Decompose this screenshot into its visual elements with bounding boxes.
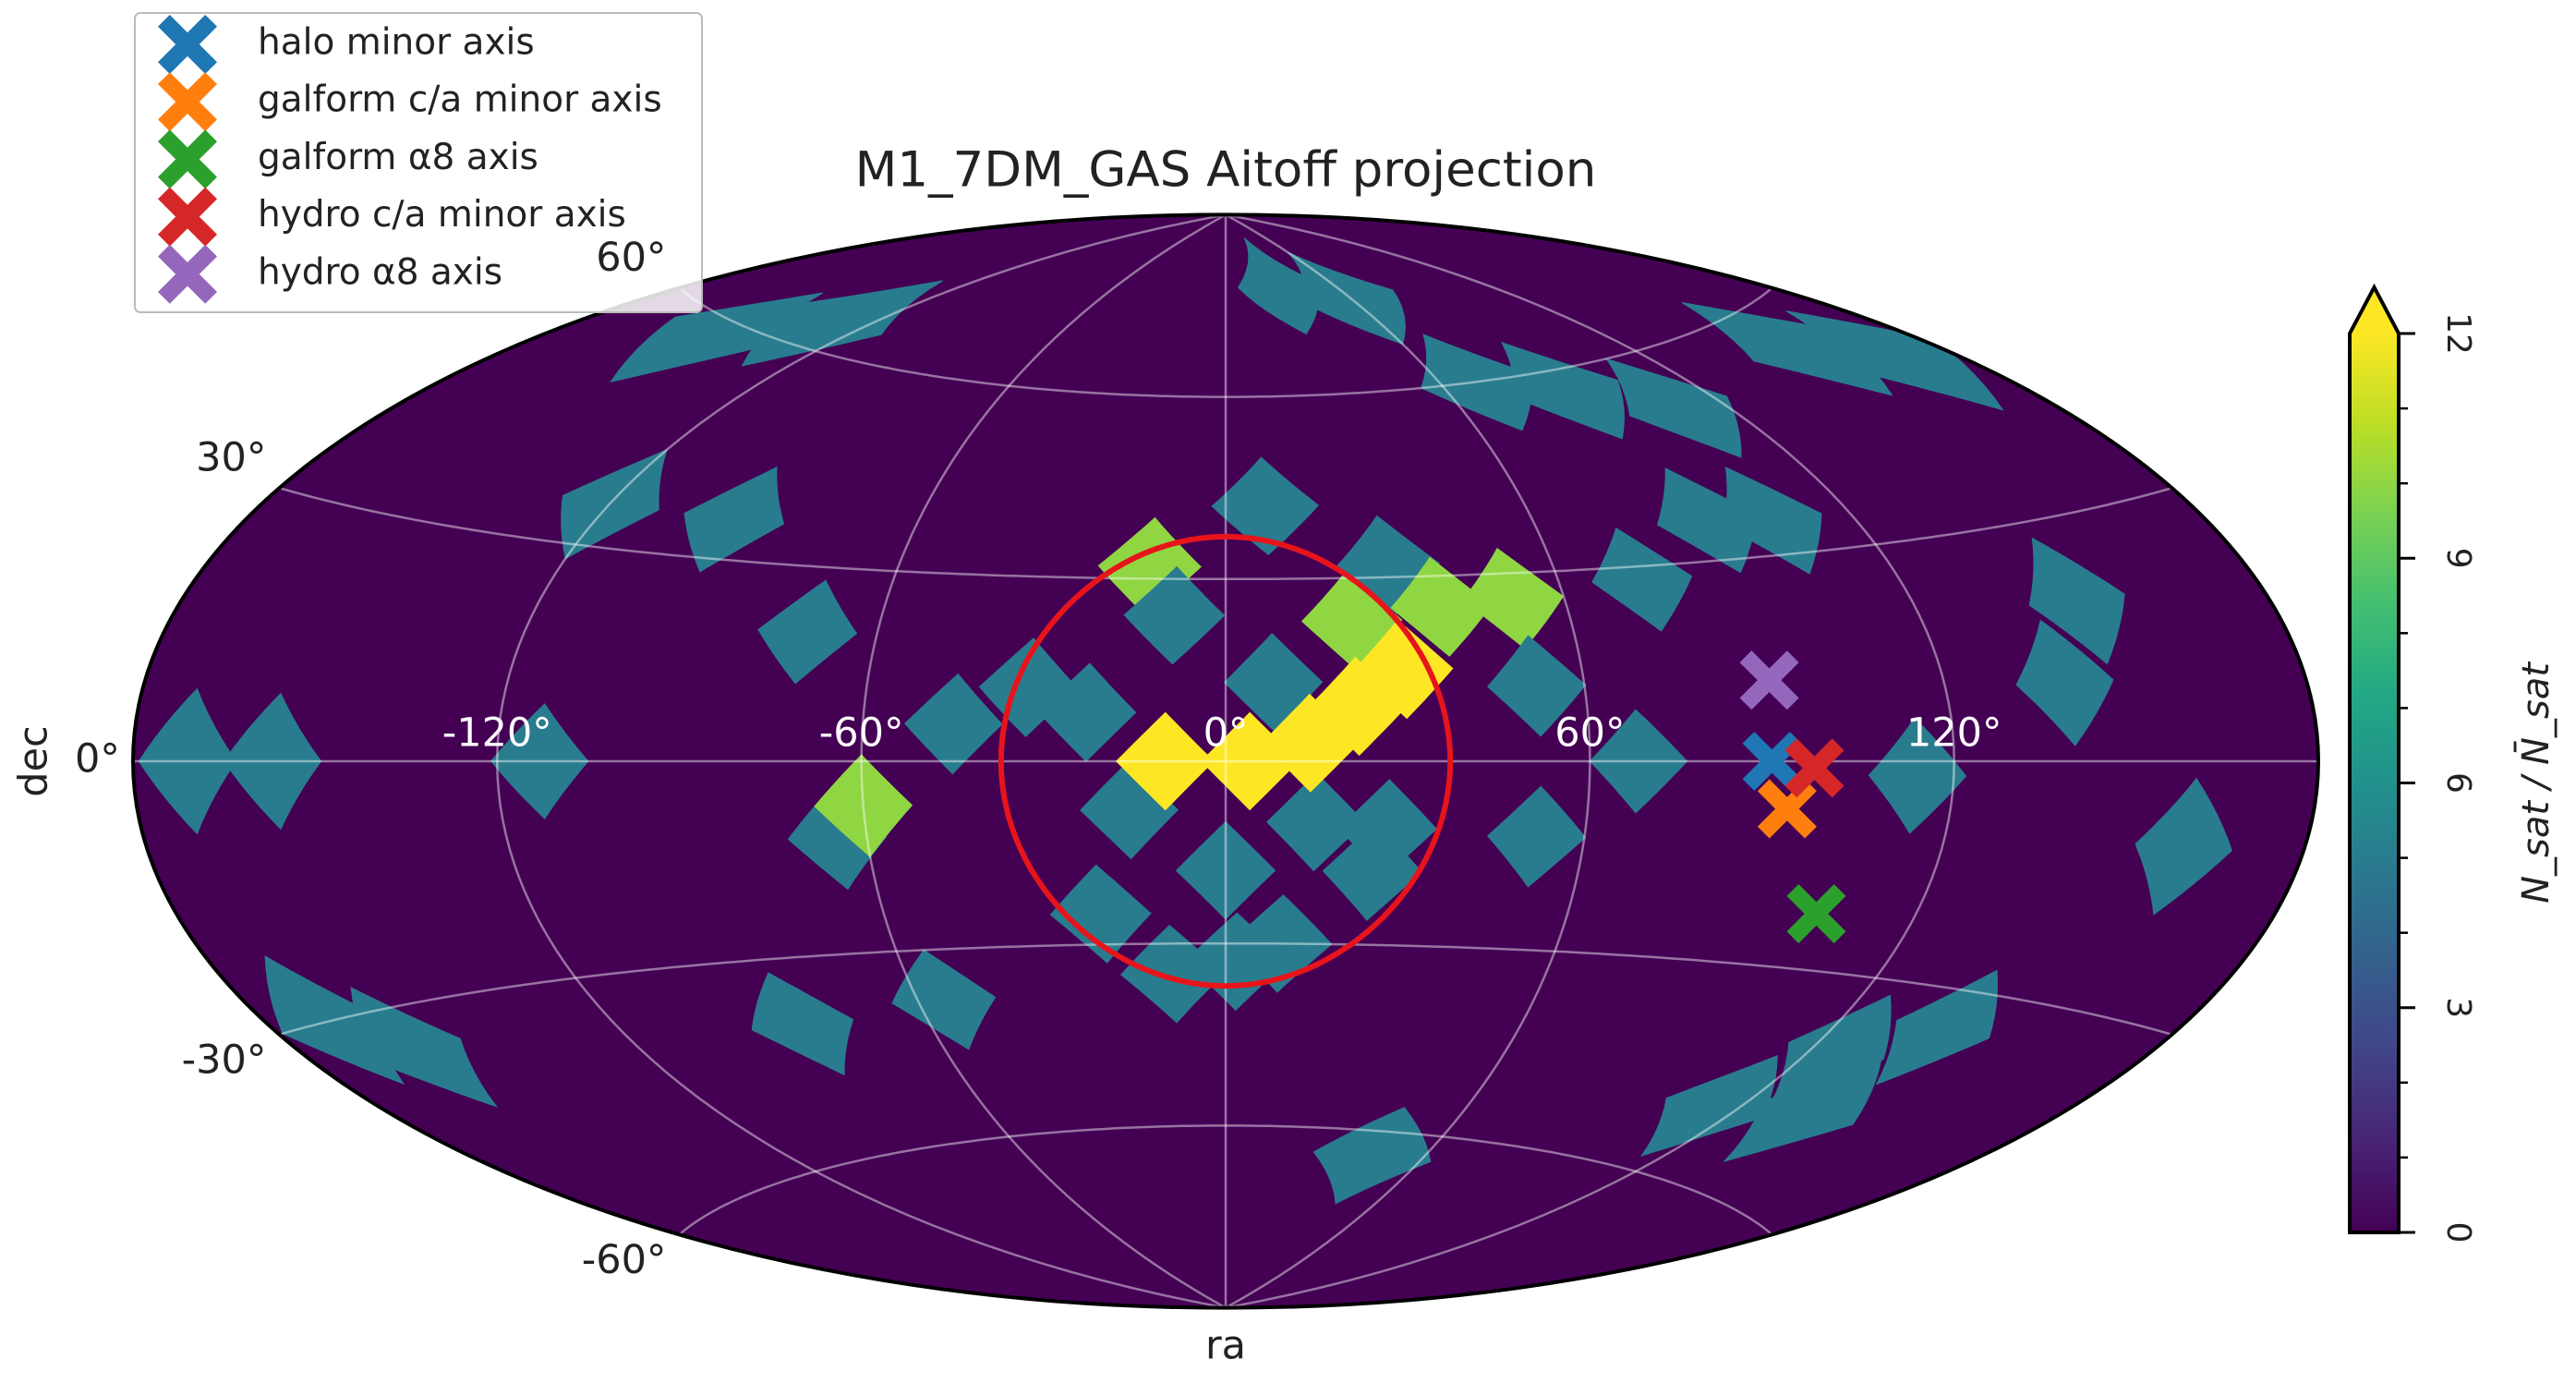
- sky-pixel: [814, 754, 913, 857]
- sky-pixel: [1288, 251, 1406, 346]
- legend-label: halo minor axis: [258, 22, 535, 64]
- x-tick-label: 0°: [1203, 710, 1249, 757]
- sky-pixel: [1265, 772, 1366, 872]
- sky-pixel: [2015, 619, 2114, 746]
- colorbar-tick-label: 9: [2439, 548, 2477, 569]
- meridian-grid-line: [496, 214, 1227, 1308]
- sky-pixel: [1785, 310, 2004, 411]
- mark-layer: [998, 533, 1846, 989]
- legend-marker: [158, 72, 217, 132]
- parallel-grid-line: [678, 1124, 1773, 1236]
- sky-outline: [131, 212, 2320, 1310]
- sky-pixel: [1723, 466, 1822, 575]
- sky-pixel: [1237, 237, 1320, 334]
- sky-pixel: [1337, 779, 1437, 879]
- sky-pixel: [757, 579, 858, 685]
- colorbar-tick-label: 0: [2439, 1222, 2477, 1243]
- sky-pixel: [490, 703, 589, 819]
- y-axis-label: dec: [11, 725, 57, 796]
- sky-pixel: [1228, 894, 1333, 993]
- sky-pixel: [1605, 358, 1742, 458]
- sky-pixel: [1589, 709, 1688, 814]
- colorbar-extension: [2350, 287, 2399, 334]
- y-tick-label: -30°: [182, 1037, 267, 1083]
- legend: halo minor axis galform c/a minor axis gal…: [134, 12, 703, 313]
- axis-marker: [1784, 738, 1844, 798]
- colorbar-tick-label: 3: [2439, 997, 2477, 1018]
- colorbar: 0 3 6 9 12 N_sat / N̄_sat: [2348, 283, 2558, 1243]
- colorbar-tick-label: 6: [2439, 772, 2477, 794]
- grid-layer: [133, 214, 2318, 1308]
- sky-pixel: [1591, 527, 1693, 632]
- sky-pixel: [904, 673, 1003, 775]
- axis-marker: [1739, 650, 1799, 710]
- legend-marker: [158, 129, 217, 189]
- sky-pixel: [1723, 1058, 1882, 1163]
- legend-label: galform c/a minor axis: [258, 79, 662, 121]
- sky-pixel: [1487, 635, 1587, 737]
- sky-pixel: [683, 466, 785, 573]
- colorbar-label: N_sat / N̄_sat: [2513, 661, 2558, 904]
- legend-box: [134, 12, 703, 313]
- sky-pixel: [2135, 777, 2232, 916]
- sky-pixel: [978, 637, 1079, 738]
- legend-label: hydro c/a minor axis: [258, 194, 626, 236]
- x-tick-label: 120°: [1906, 710, 2002, 757]
- legend-marker: [158, 244, 217, 304]
- legend-marker: [158, 15, 217, 74]
- sky-pixel: [1868, 717, 1967, 834]
- region-circle: [998, 533, 1454, 989]
- sky-pixel: [1211, 456, 1320, 556]
- x-tick-label: 60°: [1554, 710, 1625, 757]
- axis-marker: [1757, 779, 1817, 839]
- sky-pixel: [1500, 341, 1625, 440]
- sky-pixel: [2028, 537, 2125, 665]
- legend-label: galform α8 axis: [258, 137, 538, 178]
- sky-pixel: [741, 280, 943, 367]
- sky-pixel: [1487, 785, 1587, 888]
- sky-pixel: [1421, 334, 1532, 431]
- sky-pixel: [138, 687, 237, 835]
- sky-pixel: [891, 949, 997, 1050]
- sky-pixel: [1312, 1107, 1432, 1205]
- colorbar-outline: [2348, 283, 2401, 1234]
- x-axis-label: ra: [1205, 1323, 1246, 1369]
- sky-pixel: [1875, 969, 1999, 1086]
- sky-pixel: [1681, 302, 1893, 396]
- pixel-layer: [138, 237, 2232, 1205]
- x-tick-label: -120°: [442, 710, 552, 757]
- y-tick-label: 60°: [596, 235, 666, 281]
- sky-pixel: [1175, 821, 1276, 920]
- sky-pixel: [1656, 467, 1758, 574]
- legend-label: hydro α8 axis: [258, 251, 502, 293]
- sky-pixel: [223, 692, 322, 831]
- parallel-grid-line: [279, 486, 2172, 581]
- colorbar-gradient: [2350, 334, 2399, 1232]
- parallel-grid-line: [678, 286, 1773, 398]
- meridian-grid-line: [1225, 214, 1955, 1308]
- parallel-grid-line: [279, 941, 2172, 1037]
- sky-pixel: [751, 972, 854, 1076]
- axis-marker: [1742, 732, 1802, 791]
- x-tick-label: -60°: [819, 710, 904, 757]
- axis-marker: [1786, 884, 1846, 944]
- colorbar-tick-label: 12: [2439, 312, 2477, 355]
- sky-pixel: [561, 448, 668, 560]
- sky-pixel: [1123, 565, 1226, 665]
- sky-pixel: [1353, 619, 1454, 720]
- legend-marker: [158, 187, 217, 247]
- sky-pixel: [1115, 711, 1215, 811]
- sky-pixel: [350, 987, 498, 1108]
- chart-title: M1_7DM_GAS Aitoff projection: [855, 142, 1597, 199]
- meridian-grid-line: [860, 214, 1227, 1308]
- sky-pixel: [1049, 864, 1152, 964]
- sky-pixel: [1639, 1055, 1778, 1158]
- y-tick-label: -60°: [582, 1237, 667, 1283]
- meridian-grid-line: [1225, 214, 1591, 1308]
- y-tick-label: 30°: [196, 435, 266, 481]
- y-tick-label: 0°: [75, 736, 120, 782]
